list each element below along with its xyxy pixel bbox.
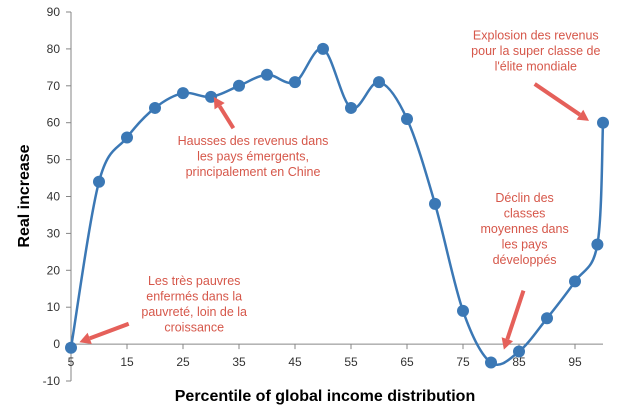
- data-point: [591, 238, 604, 251]
- data-point: [541, 312, 553, 325]
- data-point: [429, 197, 441, 210]
- y-tick-label: 90: [47, 5, 61, 19]
- y-tick-label: 80: [47, 42, 61, 56]
- y-tick-label: 20: [47, 263, 61, 277]
- annotation-line: pauvreté, loin de la: [141, 305, 247, 319]
- annotation-line: principalement en Chine: [186, 165, 321, 179]
- annotation-arrow-shaft: [217, 105, 236, 130]
- data-point: [401, 113, 413, 126]
- annotation-text: Déclin des classes moyennes dans les pays dé…: [480, 191, 568, 267]
- x-tick-label: 15: [120, 355, 134, 369]
- annotation-arrow-shaft: [89, 321, 130, 341]
- data-point: [373, 76, 385, 89]
- data-point: [289, 76, 301, 89]
- y-tick-label: 40: [47, 190, 61, 204]
- annotations: Explosion des revenus pour la super class…: [79, 29, 600, 350]
- annotation-arrow-head: [501, 337, 514, 350]
- annotation-arrow-shaft: [533, 82, 582, 117]
- annotation: Hausses des revenus dans les pays émergen…: [178, 96, 329, 179]
- data-point: [261, 68, 273, 81]
- x-tick-label: 95: [568, 355, 582, 369]
- data-point: [149, 101, 161, 114]
- x-tick-label: 75: [456, 355, 470, 369]
- y-tick-label: -10: [43, 374, 61, 388]
- annotation-line: les pays: [502, 238, 548, 252]
- data-point: [457, 304, 469, 317]
- y-tick-label: 50: [47, 153, 61, 167]
- annotation-line: classes: [504, 207, 546, 221]
- annotation-line: Hausses des revenus dans: [178, 134, 329, 148]
- x-tick-label: 65: [400, 355, 414, 369]
- x-tick-label: 25: [176, 355, 190, 369]
- x-tick-label: 5: [68, 355, 75, 369]
- x-tick-label: 35: [232, 355, 246, 369]
- annotation-line: les pays émergents,: [197, 149, 309, 163]
- data-point: [177, 87, 189, 100]
- data-point: [121, 131, 133, 144]
- data-point: [513, 345, 525, 358]
- x-axis-title: Percentile of global income distribution: [175, 388, 475, 405]
- data-point: [233, 79, 245, 92]
- data-point: [345, 101, 357, 114]
- annotation-line: Les très pauvres: [148, 274, 240, 288]
- data-point: [569, 275, 581, 288]
- annotation-line: Explosion des revenus: [473, 29, 599, 43]
- tick-labels: -10 0 10 20 30 40 50 60 70 80 90 5 15 25 35 45 55 65 75 85 9…: [43, 5, 582, 388]
- data-point: [65, 341, 77, 354]
- y-tick-label: 10: [47, 300, 61, 314]
- data-points: [65, 42, 609, 369]
- annotation: Explosion des revenus pour la super class…: [471, 29, 600, 121]
- annotation-line: pour la super classe de: [471, 44, 600, 58]
- annotation-line: croissance: [164, 321, 224, 335]
- data-point: [93, 175, 105, 188]
- y-tick-label: 60: [47, 116, 61, 130]
- data-point: [597, 116, 609, 129]
- data-point: [485, 356, 497, 369]
- y-tick-label: 0: [53, 337, 60, 351]
- annotation-line: développés: [493, 253, 557, 267]
- annotation-text: Les très pauvres enfermés dans la pauvreté…: [141, 274, 247, 335]
- y-axis-title: Real increase: [16, 144, 33, 247]
- data-point: [317, 42, 329, 55]
- annotation-line: enfermés dans la: [146, 290, 242, 304]
- y-tick-label: 30: [47, 226, 61, 240]
- annotation-line: Déclin des: [495, 191, 553, 205]
- annotation-text: Explosion des revenus pour la super class…: [471, 29, 600, 74]
- annotation-arrow-head: [79, 332, 92, 345]
- annotation-arrow-shaft: [505, 289, 526, 340]
- x-tick-label: 55: [344, 355, 358, 369]
- y-tick-label: 70: [47, 79, 61, 93]
- annotation-line: moyennes dans: [480, 222, 568, 236]
- x-tick-label: 85: [512, 355, 526, 369]
- annotation-arrow-head: [576, 109, 589, 121]
- annotation: Déclin des classes moyennes dans les pays dé…: [480, 191, 569, 350]
- annotation-line: l'élite mondiale: [495, 60, 577, 74]
- x-tick-label: 45: [288, 355, 302, 369]
- annotation: Les très pauvres enfermés dans la pauvreté…: [79, 274, 247, 345]
- annotation-arrow-head: [213, 96, 225, 110]
- annotation-text: Hausses des revenus dans les pays émergen…: [178, 134, 329, 179]
